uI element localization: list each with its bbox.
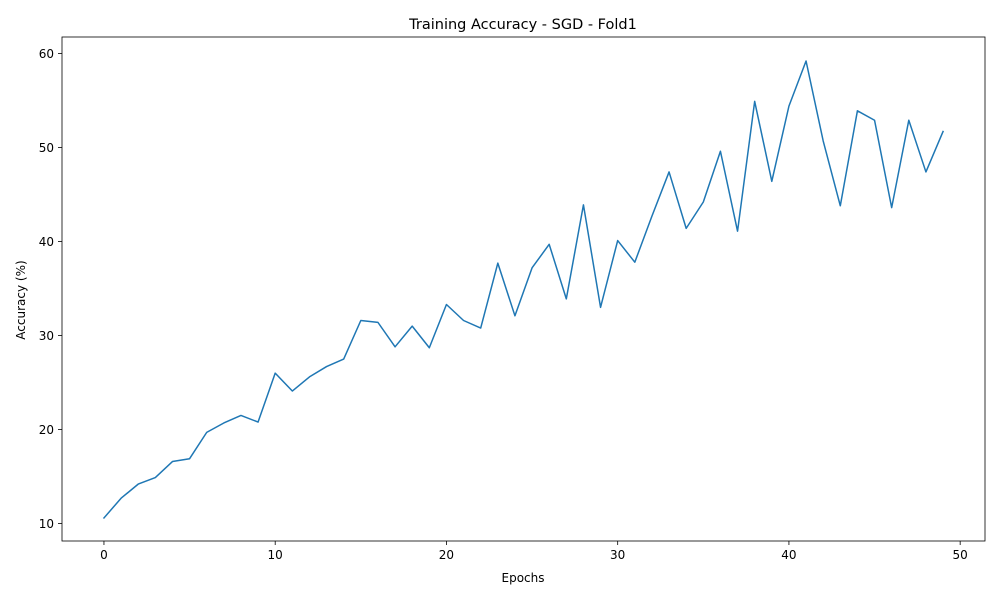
x-tick-label: 10 <box>268 548 283 562</box>
y-axis-label: Accuracy (%) <box>14 260 28 339</box>
y-tick-label: 50 <box>39 141 54 155</box>
x-tick-label: 0 <box>100 548 108 562</box>
x-axis-ticks: 0 10 20 30 40 50 <box>100 541 968 562</box>
plot-frame <box>61 36 986 542</box>
x-tick-label: 50 <box>953 548 968 562</box>
series-line-0 <box>102 60 945 520</box>
y-tick-label: 10 <box>39 517 54 531</box>
plot-area <box>102 60 945 520</box>
x-tick-label: 30 <box>610 548 625 562</box>
x-axis-label: Epochs <box>502 571 545 585</box>
y-tick-label: 30 <box>39 329 54 343</box>
x-tick-label: 40 <box>781 548 796 562</box>
y-tick-label: 20 <box>39 423 54 437</box>
chart-title: Training Accuracy - SGD - Fold1 <box>408 17 637 33</box>
y-axis-ticks: 10 20 30 40 50 60 <box>39 47 62 531</box>
x-tick-label: 20 <box>439 548 454 562</box>
y-tick-label: 60 <box>39 47 54 61</box>
y-tick-label: 40 <box>39 235 54 249</box>
